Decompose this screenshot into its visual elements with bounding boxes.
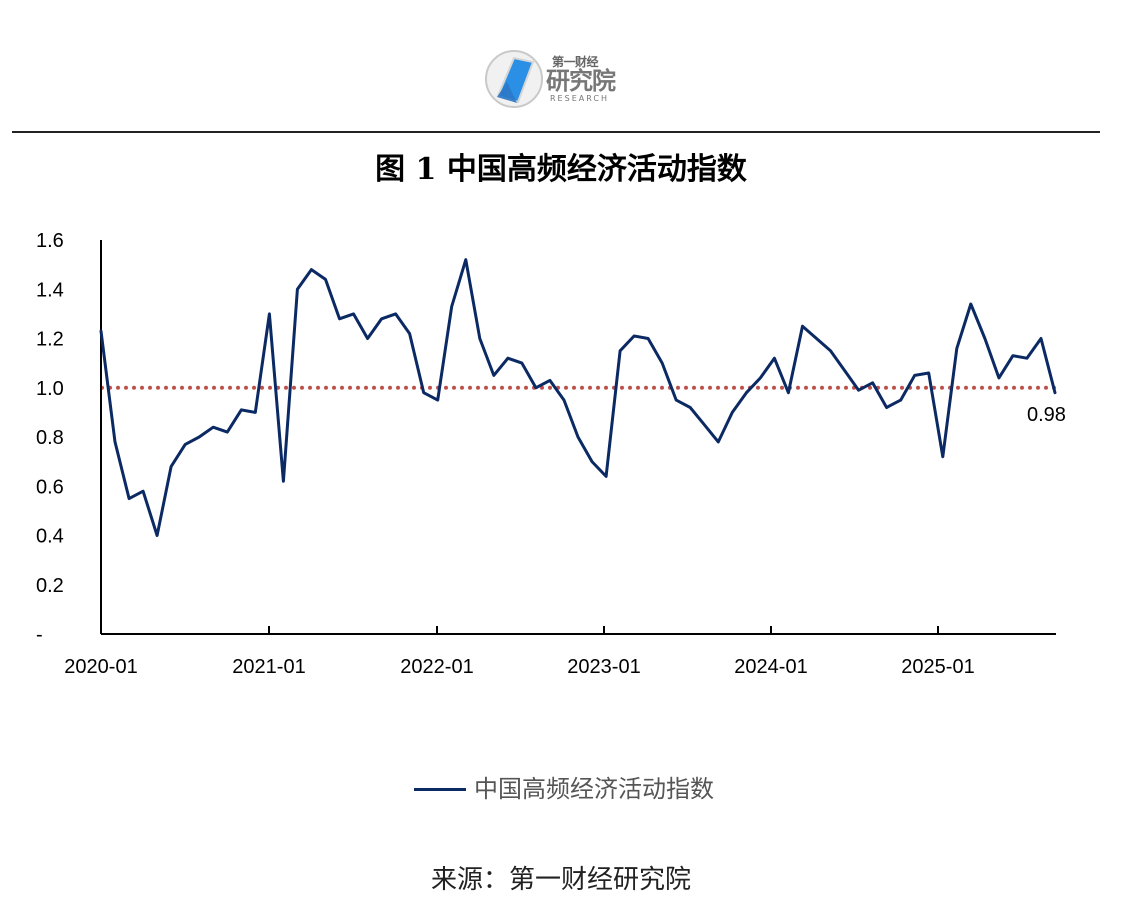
logo-sub-text: RESEARCH — [550, 94, 609, 103]
y-tick-label: 1.2 — [36, 329, 64, 351]
institute-logo: 第一财经 研究院 RESEARCH — [484, 44, 634, 114]
logo-top-text: 第一财经 — [552, 55, 599, 69]
y-tick-label: - — [36, 624, 43, 646]
source-note: 来源：第一财经研究院 — [430, 865, 691, 895]
chart-legend: 中国高频经济活动指数 — [414, 772, 714, 806]
series-line-activity-index — [99, 258, 1057, 537]
y-tick-label: 0.6 — [36, 476, 64, 498]
logo-mark-icon — [485, 50, 543, 108]
x-tick-label: 2023-01 — [567, 656, 640, 678]
x-tick-label: 2024-01 — [734, 656, 807, 678]
y-tick-label: 0.8 — [36, 427, 64, 449]
logo-main-text: 研究院 — [546, 67, 616, 95]
x-tick-label: 2022-01 — [400, 656, 473, 678]
x-tick-label: 2020-01 — [64, 656, 137, 678]
y-tick-label: 1.0 — [36, 378, 64, 400]
last-value-label: 0.98 — [1027, 404, 1066, 426]
header-divider — [12, 131, 1100, 133]
legend-line-swatch — [414, 787, 466, 791]
y-tick-label: 0.4 — [36, 526, 64, 548]
x-axis-ticks: 2020-01 2021-01 2022-01 2023-01 2024-01 2025-… — [64, 626, 975, 678]
x-tick-label: 2025-01 — [901, 656, 974, 678]
report-header: 第一财经 研究院 RESEARCH — [0, 0, 1122, 133]
y-axis-ticks: 1.6 1.4 1.2 1.0 0.8 0.6 0.4 0.2 - — [36, 230, 64, 646]
legend-label: 中国高频经济活动指数 — [474, 775, 714, 803]
chart-title: 图 1 中国高频经济活动指数 — [375, 152, 747, 187]
y-tick-label: 1.6 — [36, 230, 64, 252]
y-tick-label: 0.2 — [36, 575, 64, 597]
x-tick-label: 2021-01 — [232, 656, 305, 678]
y-tick-label: 1.4 — [36, 279, 64, 301]
